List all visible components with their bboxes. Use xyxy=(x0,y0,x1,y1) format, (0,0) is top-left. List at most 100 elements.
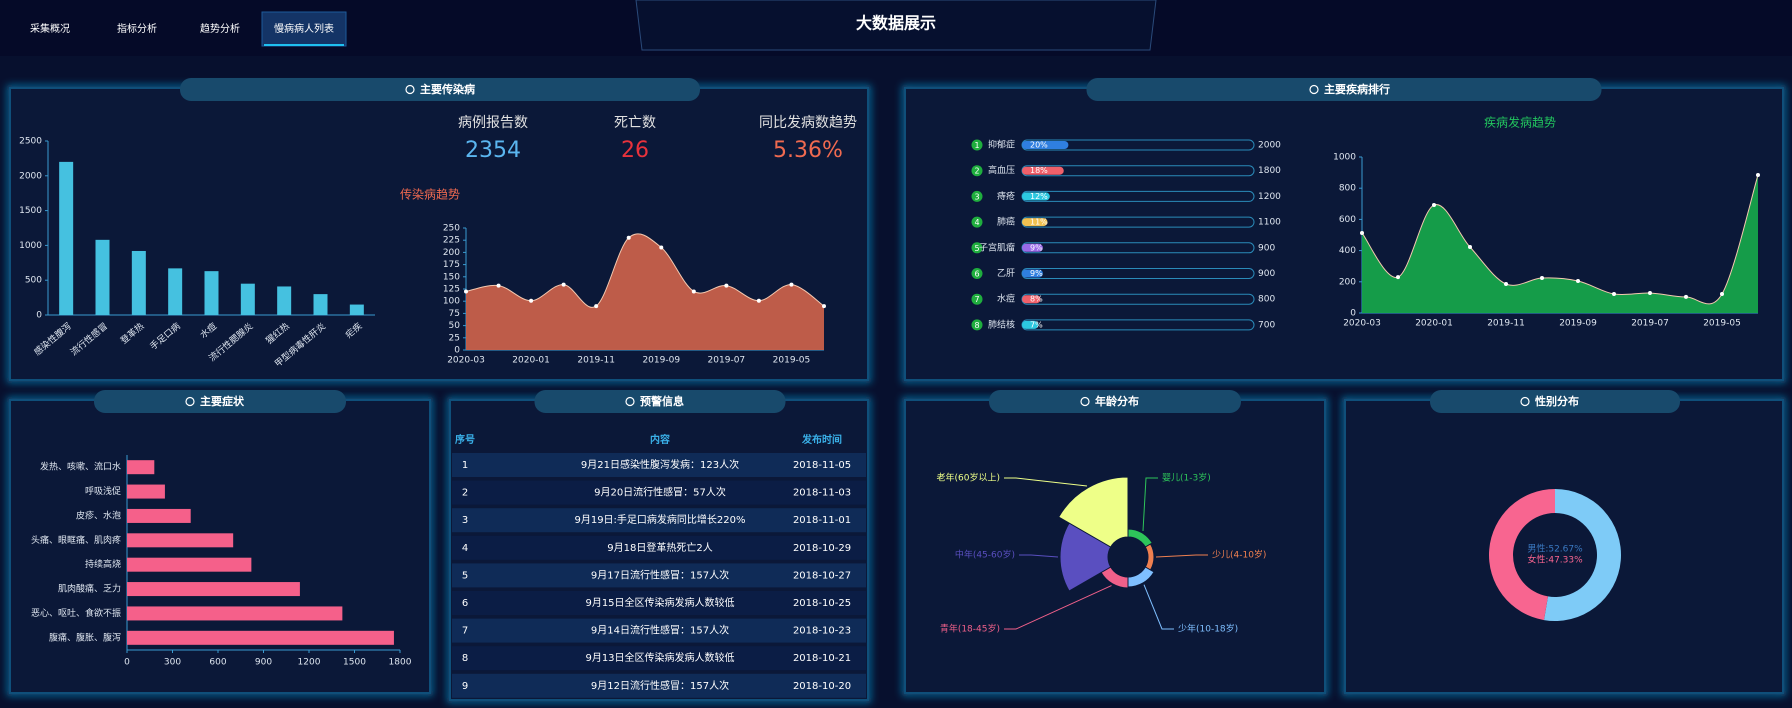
y-tick-label: 200 xyxy=(1339,277,1356,287)
y-tick-label: 0 xyxy=(454,346,460,356)
y-tick-label: 500 xyxy=(25,276,42,286)
label-line xyxy=(1019,554,1059,558)
table-cell: 2 xyxy=(462,488,468,499)
donut-slice xyxy=(1489,489,1555,621)
table-cell: 9月20日流行性感冒：57人次 xyxy=(594,486,726,499)
rank-badge xyxy=(971,165,983,177)
panel-title-pill xyxy=(1086,78,1602,101)
table-cell: 4 xyxy=(462,543,468,554)
rose-label: 婴儿(1-3岁) xyxy=(1162,472,1211,484)
rank-percent: 9% xyxy=(1030,243,1043,252)
nav-item[interactable]: 指标分析 xyxy=(117,22,157,35)
table-cell: 2018-10-21 xyxy=(793,653,851,664)
table-cell: 1 xyxy=(462,460,468,471)
rank-count: 2000 xyxy=(1258,141,1281,151)
panel-title: 主要传染病 xyxy=(420,82,475,96)
rank-badge xyxy=(971,242,983,254)
x-tick-label: 600 xyxy=(209,658,226,668)
bar xyxy=(127,508,191,523)
point xyxy=(1360,230,1364,235)
point xyxy=(1468,245,1472,250)
point xyxy=(1396,275,1400,280)
x-tick-label: 1500 xyxy=(343,658,366,668)
bar xyxy=(127,533,234,548)
table-cell: 5 xyxy=(462,570,468,581)
panel xyxy=(904,399,1326,694)
x-tick-label: 1200 xyxy=(298,658,321,668)
point xyxy=(1648,291,1652,296)
panel-title: 主要症状 xyxy=(200,394,245,408)
stat-value: 5.36% xyxy=(773,138,843,163)
panel-title-pill xyxy=(534,390,786,413)
bar xyxy=(131,250,146,315)
nav-item[interactable]: 采集概况 xyxy=(30,22,70,35)
rank-count: 1800 xyxy=(1258,166,1281,176)
bar xyxy=(277,286,292,315)
table-row xyxy=(452,591,866,615)
nav-item[interactable]: 趋势分析 xyxy=(200,22,240,35)
chart-title: 疾病发病趋势 xyxy=(1484,115,1556,130)
table-cell: 3 xyxy=(462,515,468,526)
point xyxy=(1504,281,1508,286)
x-tick-label: 2019-11 xyxy=(577,356,615,366)
table-cell: 2018-10-20 xyxy=(793,681,851,692)
rank-bar xyxy=(1022,166,1064,175)
x-tick-label: 2019-05 xyxy=(1703,319,1741,329)
panel-title: 预警信息 xyxy=(640,394,684,408)
rank-percent: 7% xyxy=(1030,320,1043,329)
y-tick-label: 腹痛、腹胀、腹泻 xyxy=(49,631,121,643)
rose-slice xyxy=(1127,528,1153,548)
table-header: 内容 xyxy=(650,433,670,446)
bar xyxy=(127,630,394,645)
nav-item[interactable]: 慢病病人列表 xyxy=(274,22,334,35)
table-row xyxy=(452,508,866,533)
x-tick-label: 2020-03 xyxy=(1343,319,1381,329)
table-row xyxy=(452,535,866,560)
rose-label: 少年(10-18岁) xyxy=(1178,623,1238,635)
y-tick-label: 0 xyxy=(36,311,42,321)
rank-badge xyxy=(971,293,983,305)
rank-number: 1 xyxy=(974,141,979,150)
page-title: 大数据展示 xyxy=(856,14,936,33)
x-tick-label: 2020-01 xyxy=(1415,319,1453,329)
y-tick-label: 0 xyxy=(1350,309,1356,319)
y-tick-label: 1500 xyxy=(19,206,42,216)
rank-number: 5 xyxy=(974,244,979,253)
bar xyxy=(349,304,364,315)
table-cell: 9月14日流行性感冒：157人次 xyxy=(591,624,729,637)
rose-label: 少儿(4-10岁) xyxy=(1212,549,1266,561)
rose-label: 老年(60岁以上) xyxy=(937,472,1000,484)
rank-badge xyxy=(971,268,983,279)
line xyxy=(1361,174,1759,305)
label-line xyxy=(1155,554,1208,558)
label-line xyxy=(1004,477,1088,487)
y-tick-label: 200 xyxy=(443,248,460,258)
title-frame xyxy=(635,0,1157,51)
rank-count: 900 xyxy=(1258,269,1275,279)
x-tick-label: 2019-07 xyxy=(1631,319,1669,329)
rank-name: 肺癌 xyxy=(997,216,1015,228)
y-tick-label: 150 xyxy=(443,272,460,282)
rank-bar xyxy=(1022,320,1039,329)
point xyxy=(1576,279,1580,284)
label-line xyxy=(1004,585,1112,630)
rank-bar xyxy=(1022,192,1050,201)
table-row xyxy=(452,563,866,588)
rank-count: 700 xyxy=(1258,320,1275,330)
rank-name: 水痘 xyxy=(997,293,1015,305)
rank-number: 2 xyxy=(974,167,979,176)
y-tick-label: 2000 xyxy=(19,171,42,181)
y-tick-label: 175 xyxy=(443,260,460,270)
panel xyxy=(904,87,1784,381)
panel-title: 性别分布 xyxy=(1535,394,1579,408)
rank-count: 1100 xyxy=(1258,218,1281,228)
y-tick-label: 发热、咳嗽、流口水 xyxy=(40,461,121,473)
y-tick-label: 恶心、呕吐、食欲不振 xyxy=(31,607,121,619)
point xyxy=(1684,294,1688,299)
point xyxy=(756,298,761,303)
rank-bar xyxy=(1022,141,1069,149)
x-tick-label: 2020-03 xyxy=(447,356,485,366)
y-tick-label: 800 xyxy=(1339,184,1356,194)
rank-badge xyxy=(971,319,983,331)
